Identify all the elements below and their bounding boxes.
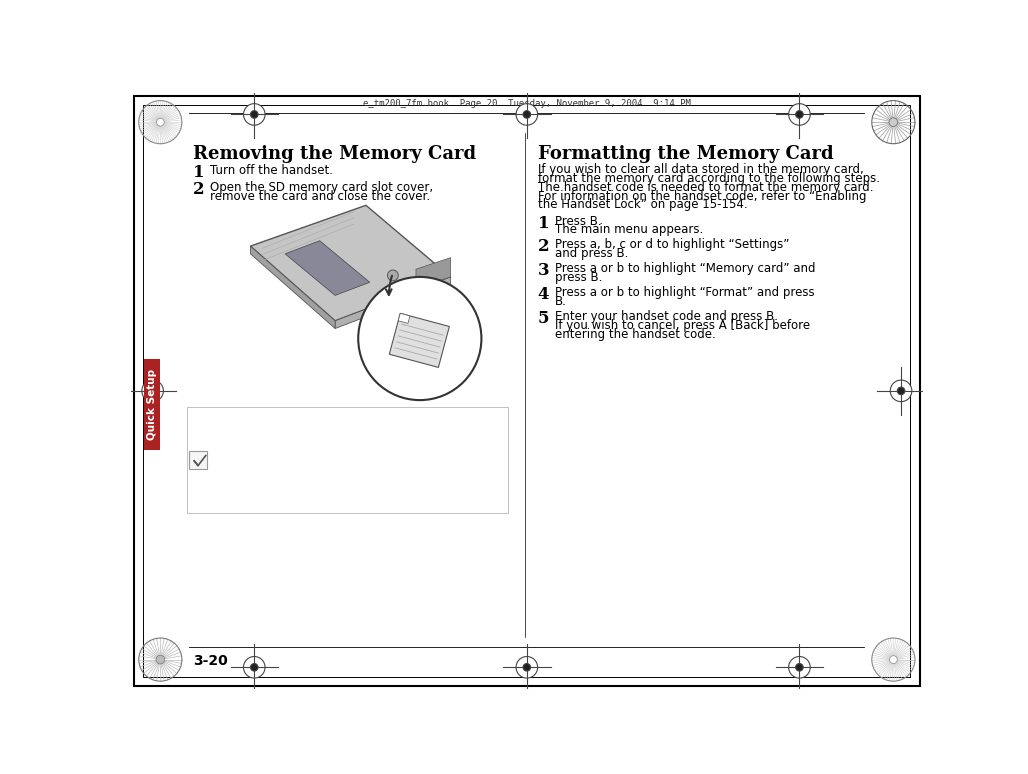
Text: Press a or b to highlight “Format” and press: Press a or b to highlight “Format” and p… (554, 286, 814, 299)
Text: Quick Setup: Quick Setup (147, 369, 157, 440)
Polygon shape (251, 246, 335, 328)
Circle shape (244, 656, 265, 678)
Text: 1: 1 (192, 164, 205, 180)
Text: press B.: press B. (554, 271, 602, 284)
Text: entering the handset code.: entering the handset code. (554, 327, 715, 341)
Bar (189, 451, 208, 469)
Polygon shape (398, 313, 410, 324)
Text: 4: 4 (538, 286, 549, 303)
Circle shape (889, 656, 897, 663)
Text: the Handset Lock” on page 15-154.: the Handset Lock” on page 15-154. (538, 198, 747, 211)
Text: 3-20: 3-20 (192, 654, 227, 668)
Text: 3: 3 (538, 262, 549, 279)
Text: ●  When you remove the memory card while the: ● When you remove the memory card while … (213, 415, 480, 425)
Circle shape (244, 104, 265, 125)
Polygon shape (251, 205, 450, 320)
Circle shape (156, 118, 164, 126)
Text: Enter your handset code and press B.: Enter your handset code and press B. (554, 310, 777, 323)
Text: 5: 5 (538, 310, 549, 327)
Circle shape (251, 663, 258, 671)
Text: Open the SD memory card slot cover,: Open the SD memory card slot cover, (210, 180, 433, 194)
Polygon shape (416, 258, 450, 289)
Circle shape (897, 387, 905, 395)
Circle shape (523, 663, 530, 671)
Text: If you wish to cancel, press A [Back] before: If you wish to cancel, press A [Back] be… (554, 319, 810, 332)
Polygon shape (390, 313, 449, 368)
Text: e_tm200_7fm.book  Page 20  Tuesday, November 9, 2004  9:14 PM: e_tm200_7fm.book Page 20 Tuesday, Novemb… (363, 98, 691, 108)
Circle shape (251, 111, 258, 118)
Text: read.: read. (213, 475, 255, 485)
Circle shape (156, 656, 164, 664)
Text: The main menu appears.: The main menu appears. (554, 224, 703, 236)
Text: 2: 2 (538, 238, 549, 255)
Polygon shape (285, 241, 370, 296)
Bar (144, 359, 159, 450)
Text: 2: 2 (192, 180, 205, 197)
Circle shape (523, 111, 530, 118)
Text: Press B.: Press B. (554, 214, 601, 228)
Text: ●  Do not remove the memory card while the: ● Do not remove the memory card while th… (213, 459, 462, 469)
Text: The handset code is needed to format the memory card.: The handset code is needed to format the… (538, 180, 873, 194)
Text: For information on the handset code, refer to “Enabling: For information on the handset code, ref… (538, 190, 867, 203)
Circle shape (796, 663, 803, 671)
Circle shape (890, 380, 912, 402)
Circle shape (516, 656, 538, 678)
Circle shape (796, 111, 803, 118)
Text: card is removed” appears in the main display: card is removed” appears in the main dis… (213, 431, 475, 441)
Text: Removing the Memory Card: Removing the Memory Card (192, 146, 476, 163)
Text: Formatting the Memory Card: Formatting the Memory Card (538, 146, 834, 163)
Text: handset is turned on, the message “Memory: handset is turned on, the message “Memor… (213, 423, 470, 433)
Text: and the memory card icon disappears from: and the memory card icon disappears from (213, 439, 463, 449)
Circle shape (149, 387, 156, 395)
Text: both the main and external displays.: both the main and external displays. (213, 447, 427, 457)
Circle shape (388, 270, 398, 281)
Text: and press B.: and press B. (554, 247, 628, 260)
Text: remove the card and close the cover.: remove the card and close the cover. (210, 190, 430, 203)
Circle shape (516, 104, 538, 125)
Text: Press a or b to highlight “Memory card” and: Press a or b to highlight “Memory card” … (554, 262, 815, 276)
Text: 1: 1 (538, 214, 549, 231)
Circle shape (788, 656, 810, 678)
Circle shape (358, 277, 481, 400)
Text: Press a, b, c or d to highlight “Settings”: Press a, b, c or d to highlight “Setting… (554, 238, 788, 252)
Text: B.: B. (554, 295, 566, 308)
Text: Turn off the handset.: Turn off the handset. (210, 164, 333, 176)
Bar (186, 407, 509, 513)
Text: If you wish to clear all data stored in the memory card,: If you wish to clear all data stored in … (538, 163, 864, 176)
Text: memory card is being formatted, written or: memory card is being formatted, written … (213, 467, 464, 477)
Circle shape (142, 380, 163, 402)
Text: format the memory card according to the following steps.: format the memory card according to the … (538, 172, 880, 185)
Circle shape (889, 118, 897, 126)
Circle shape (788, 104, 810, 125)
Polygon shape (335, 277, 450, 328)
